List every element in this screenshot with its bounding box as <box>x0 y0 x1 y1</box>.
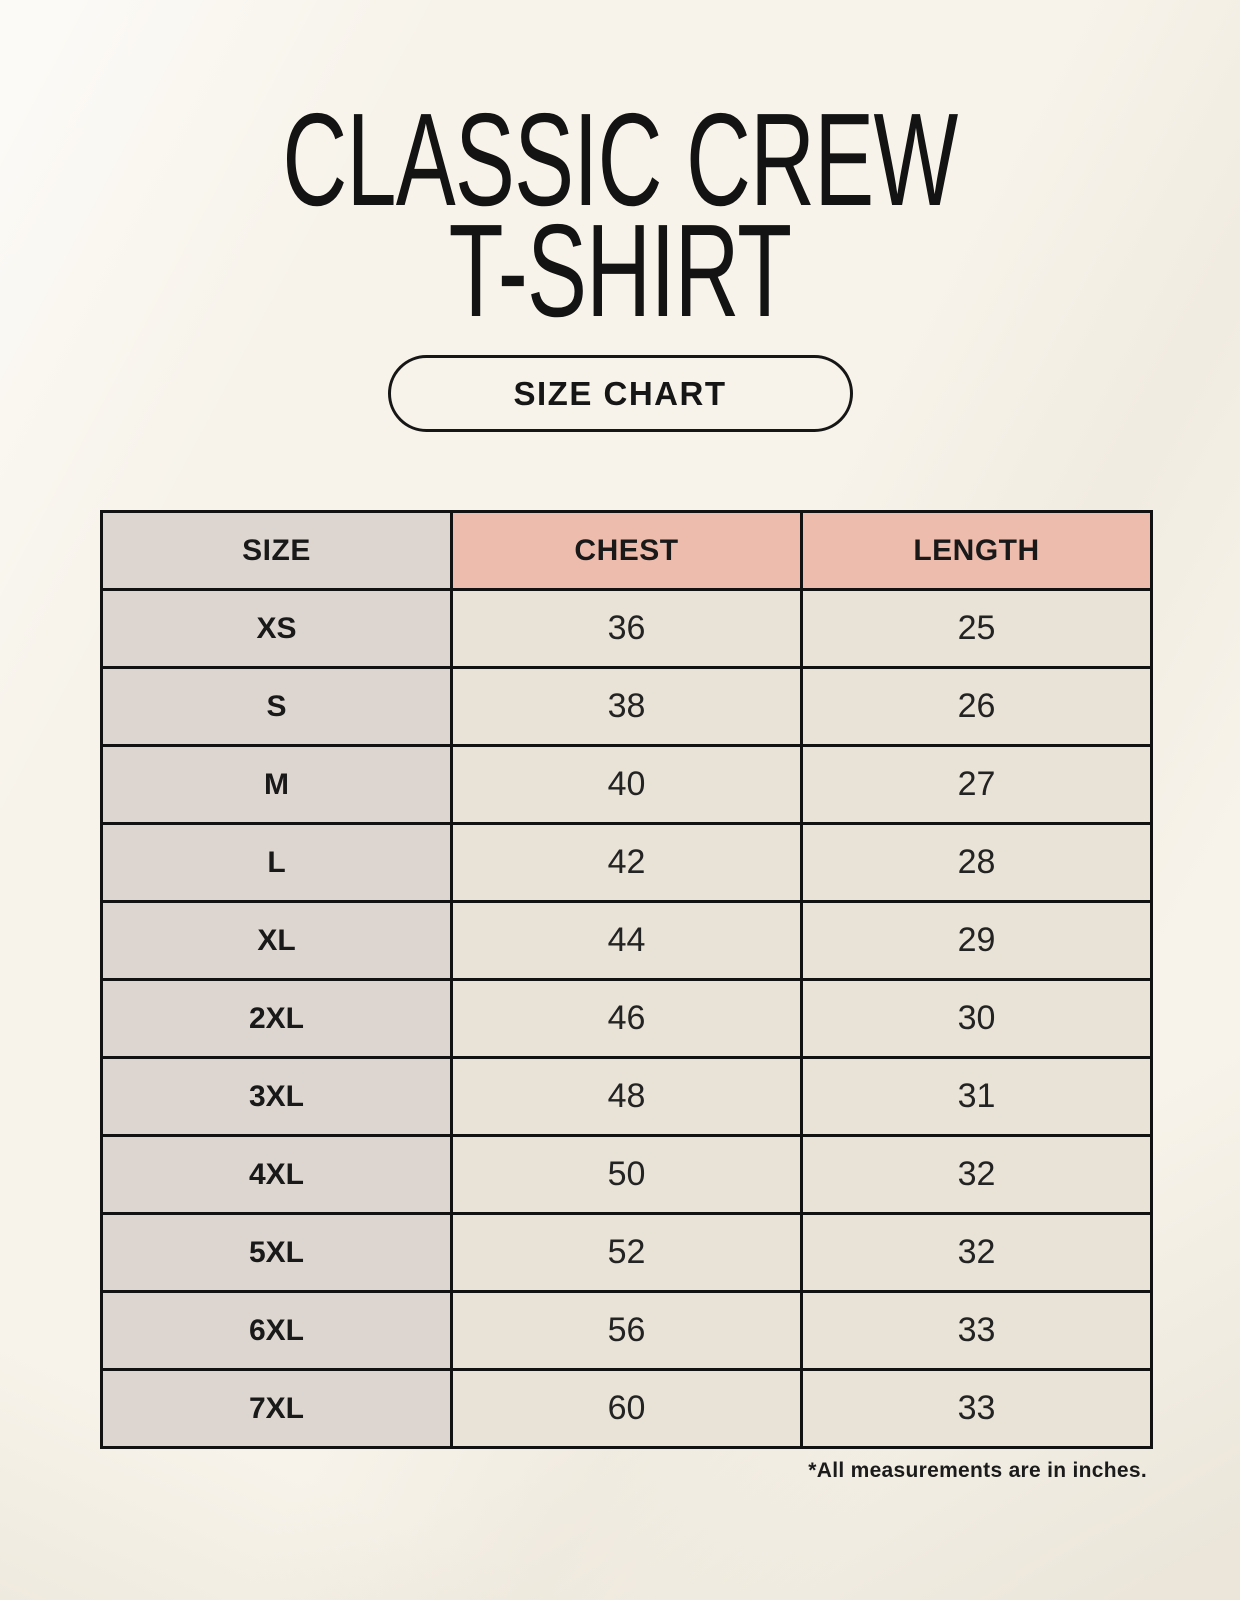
table-row: 4XL 50 32 <box>100 1134 1153 1215</box>
length-cell: 32 <box>800 1212 1153 1293</box>
table-row: L 42 28 <box>100 822 1153 903</box>
size-table-header: SIZE CHEST LENGTH <box>100 510 1153 591</box>
length-cell: 31 <box>800 1056 1153 1137</box>
size-cell: 3XL <box>100 1056 453 1137</box>
size-table: SIZE CHEST LENGTH XS 36 25 S 38 26 M 40 27 L 42 28 X… <box>100 510 1153 1449</box>
size-chart-button[interactable]: SIZE CHART <box>387 355 853 432</box>
chest-cell: 60 <box>450 1368 803 1449</box>
chest-cell: 44 <box>450 900 803 981</box>
chest-cell: 46 <box>450 978 803 1059</box>
size-cell: M <box>100 744 453 825</box>
size-cell: XL <box>100 900 453 981</box>
page-title-line-2: T-SHIRT <box>448 197 792 344</box>
chest-cell: 42 <box>450 822 803 903</box>
chest-cell: 38 <box>450 666 803 747</box>
size-cell: 7XL <box>100 1368 453 1449</box>
size-cell: 5XL <box>100 1212 453 1293</box>
table-row: 7XL 60 33 <box>100 1368 1153 1449</box>
length-cell: 30 <box>800 978 1153 1059</box>
header-row: SIZE CHEST LENGTH <box>100 510 1153 591</box>
length-cell: 33 <box>800 1368 1153 1449</box>
header-cell-chest: CHEST <box>450 510 803 591</box>
length-cell: 28 <box>800 822 1153 903</box>
size-table-body: XS 36 25 S 38 26 M 40 27 L 42 28 XL 44 29 2XL 46 30 3XL 48 3… <box>100 588 1153 1449</box>
chest-cell: 36 <box>450 588 803 669</box>
size-cell: XS <box>100 588 453 669</box>
size-cell: L <box>100 822 453 903</box>
header-cell-size: SIZE <box>100 510 453 591</box>
chest-cell: 40 <box>450 744 803 825</box>
header-cell-length: LENGTH <box>800 510 1153 591</box>
page-title-line-1: CLASSIC CREW <box>282 86 958 233</box>
chest-cell: 52 <box>450 1212 803 1293</box>
measurements-note: *All measurements are in inches. <box>808 1459 1147 1482</box>
table-row: XL 44 29 <box>100 900 1153 981</box>
length-cell: 25 <box>800 588 1153 669</box>
length-cell: 27 <box>800 744 1153 825</box>
page-title: CLASSIC CREW T-SHIRT <box>0 0 1240 344</box>
table-row: 6XL 56 33 <box>100 1290 1153 1371</box>
table-row: S 38 26 <box>100 666 1153 747</box>
table-row: 3XL 48 31 <box>100 1056 1153 1137</box>
table-row: 2XL 46 30 <box>100 978 1153 1059</box>
table-row: XS 36 25 <box>100 588 1153 669</box>
length-cell: 32 <box>800 1134 1153 1215</box>
length-cell: 33 <box>800 1290 1153 1371</box>
chest-cell: 56 <box>450 1290 803 1371</box>
chest-cell: 50 <box>450 1134 803 1215</box>
size-cell: 2XL <box>100 978 453 1059</box>
size-cell: 6XL <box>100 1290 453 1371</box>
length-cell: 26 <box>800 666 1153 747</box>
size-cell: S <box>100 666 453 747</box>
table-row: 5XL 52 32 <box>100 1212 1153 1293</box>
chest-cell: 48 <box>450 1056 803 1137</box>
length-cell: 29 <box>800 900 1153 981</box>
size-cell: 4XL <box>100 1134 453 1215</box>
table-row: M 40 27 <box>100 744 1153 825</box>
